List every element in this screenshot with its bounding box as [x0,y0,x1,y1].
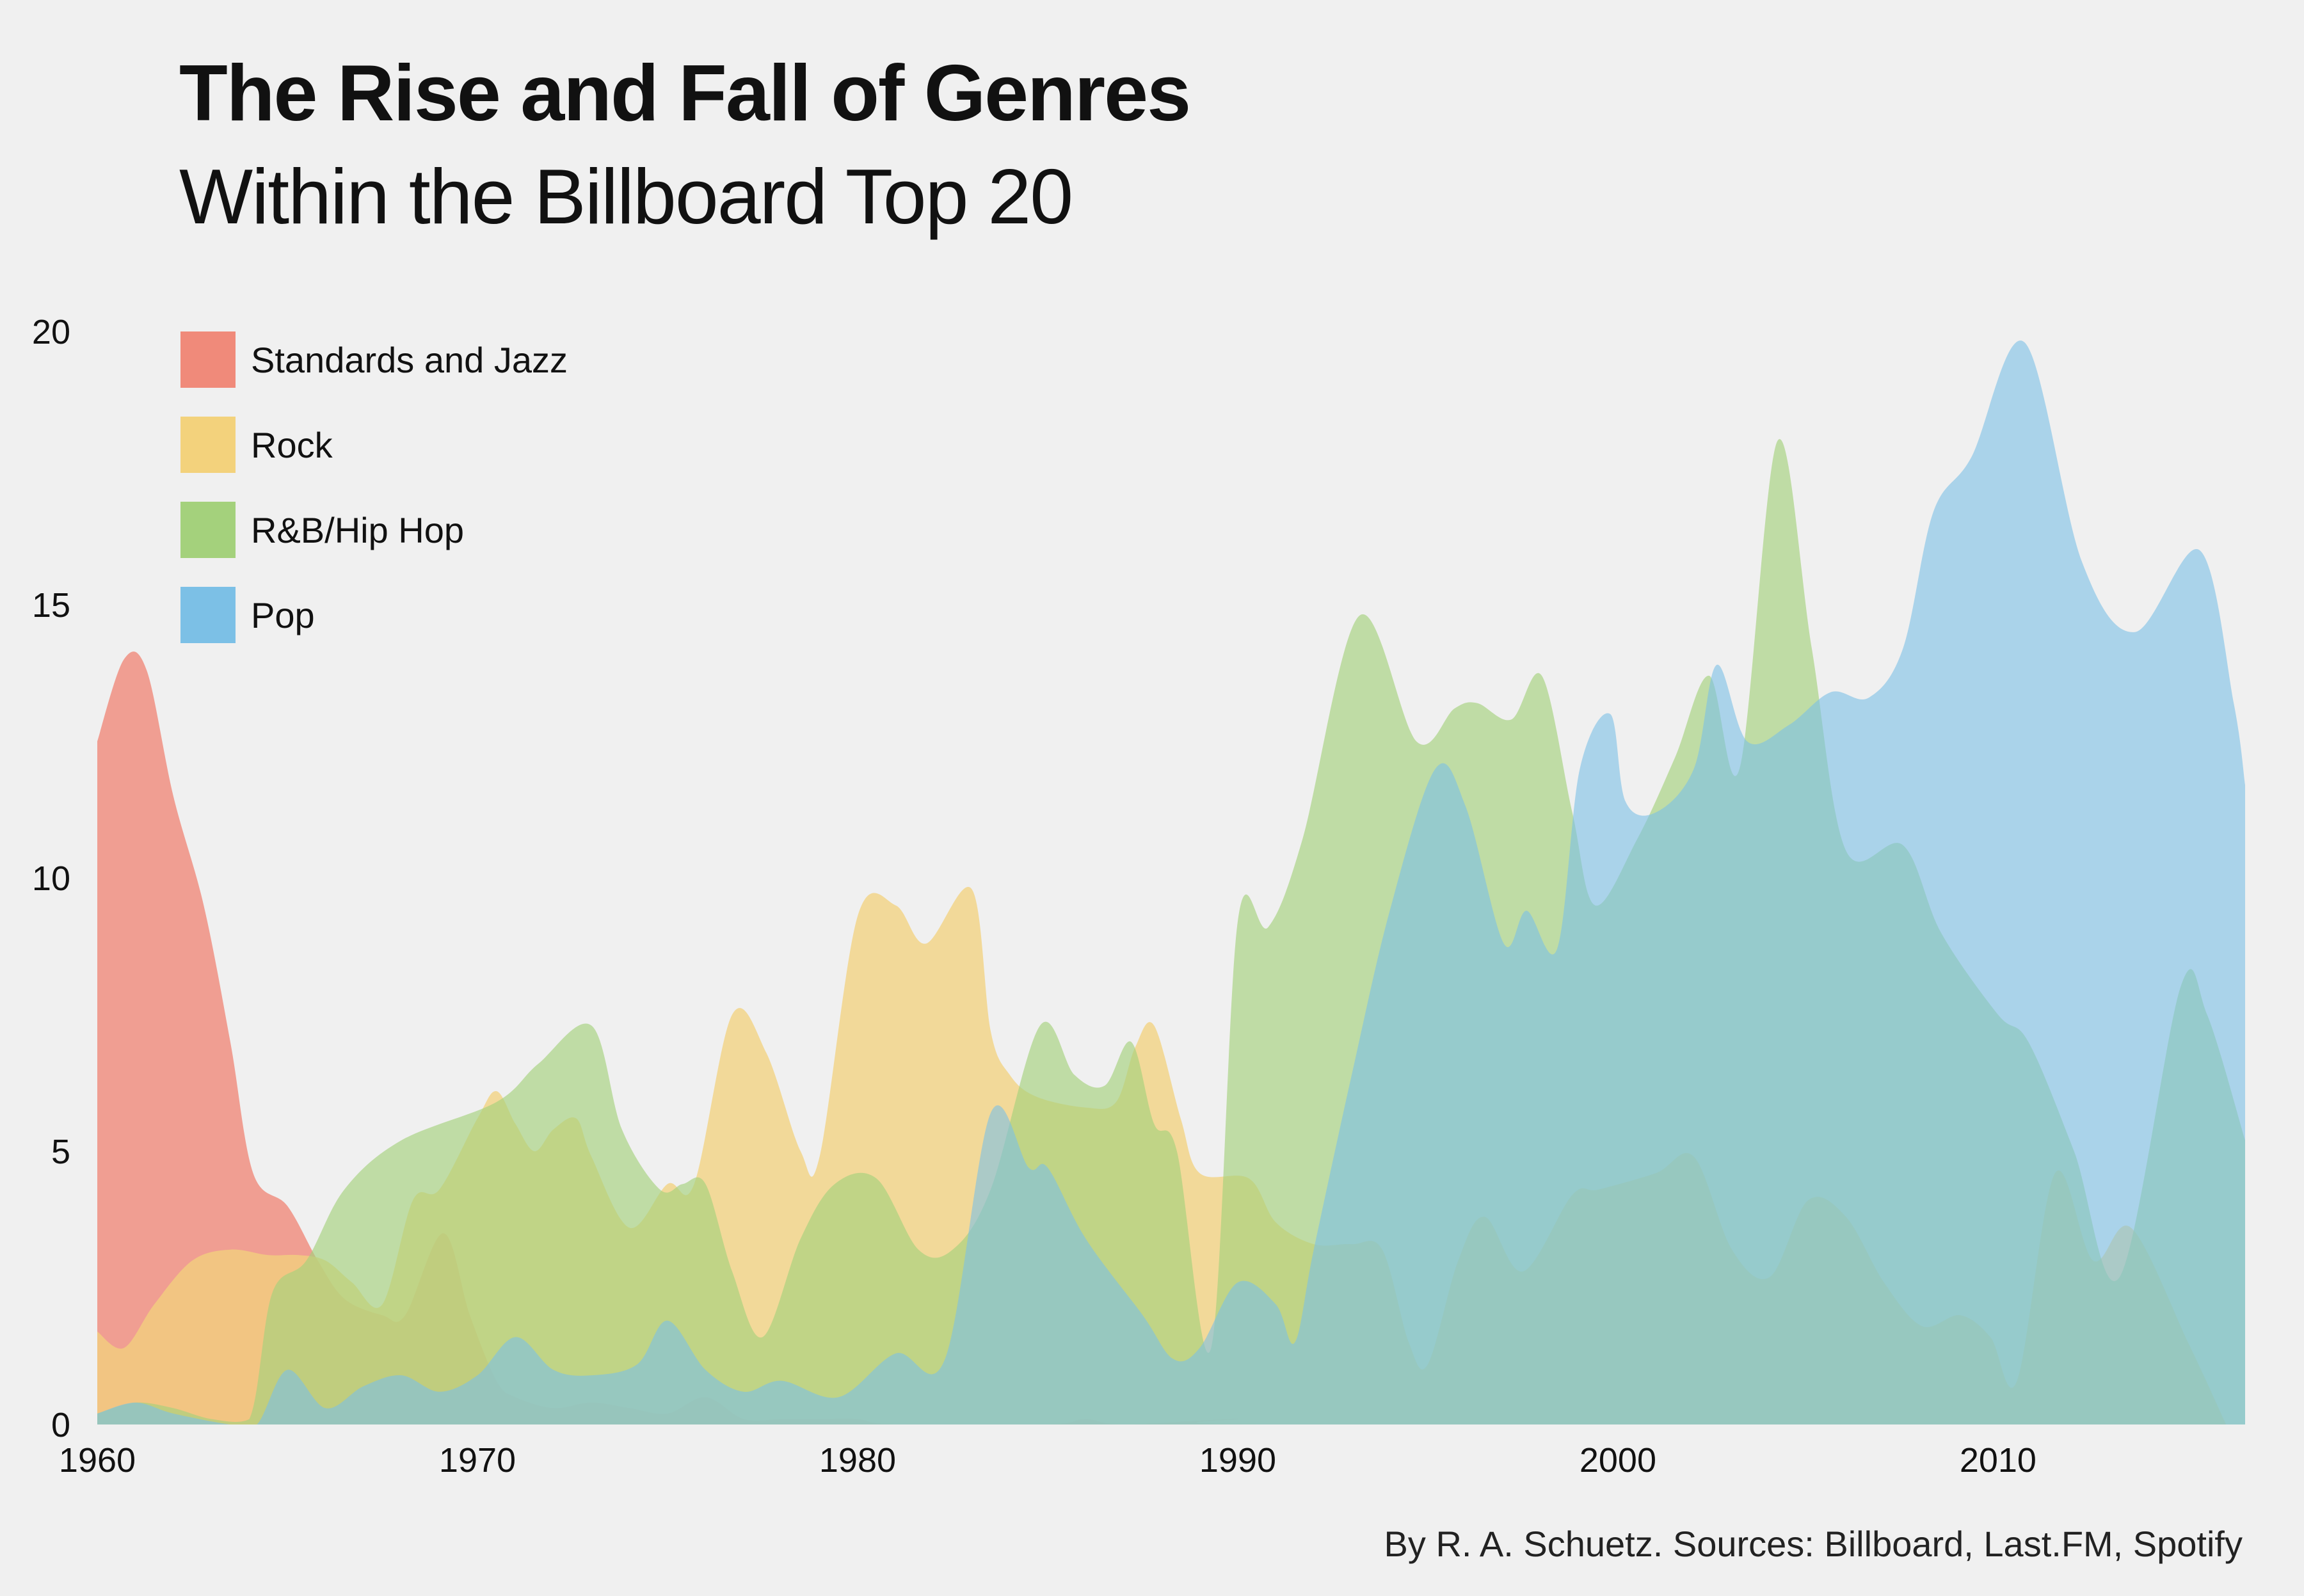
series-areas [97,340,2245,1425]
area-pop [97,340,2245,1424]
x-tick-label: 2000 [1580,1441,1656,1480]
chart-subtitle: Within the Billboard Top 20 [179,153,1073,240]
legend-item-rock: Rock [180,417,568,473]
x-tick-label: 1960 [59,1441,136,1480]
y-tick-label: 20 [32,313,70,351]
legend-item-rnb-hip-hop: R&B/Hip Hop [180,502,568,558]
legend-item-standards-jazz: Standards and Jazz [180,331,568,388]
legend-label: Rock [251,424,333,465]
x-tick-label: 1990 [1199,1441,1276,1480]
legend-label: Pop [251,595,315,635]
x-tick-label: 1970 [439,1441,516,1480]
source-credit: By R. A. Schuetz. Sources: Billboard, La… [1384,1524,2243,1564]
chart-title: The Rise and Fall of Genres [179,49,1191,138]
legend-item-pop: Pop [180,587,568,643]
x-tick-label: 1980 [819,1441,896,1480]
legend-swatch [180,417,236,473]
x-axis: 1960 1970 1980 1990 2000 2010 [59,1441,2036,1480]
legend: Standards and Jazz Rock R&B/Hip Hop Pop [180,331,568,672]
legend-label: Standards and Jazz [251,339,568,380]
y-tick-label: 5 [51,1133,70,1171]
legend-swatch [180,587,236,643]
legend-swatch [180,331,236,388]
y-tick-label: 0 [51,1406,70,1444]
y-axis: 0 5 10 15 20 [32,313,70,1444]
legend-label: R&B/Hip Hop [251,509,465,550]
y-tick-label: 10 [32,859,70,898]
y-tick-label: 15 [32,586,70,625]
legend-swatch [180,502,236,558]
x-tick-label: 2010 [1960,1441,2036,1480]
